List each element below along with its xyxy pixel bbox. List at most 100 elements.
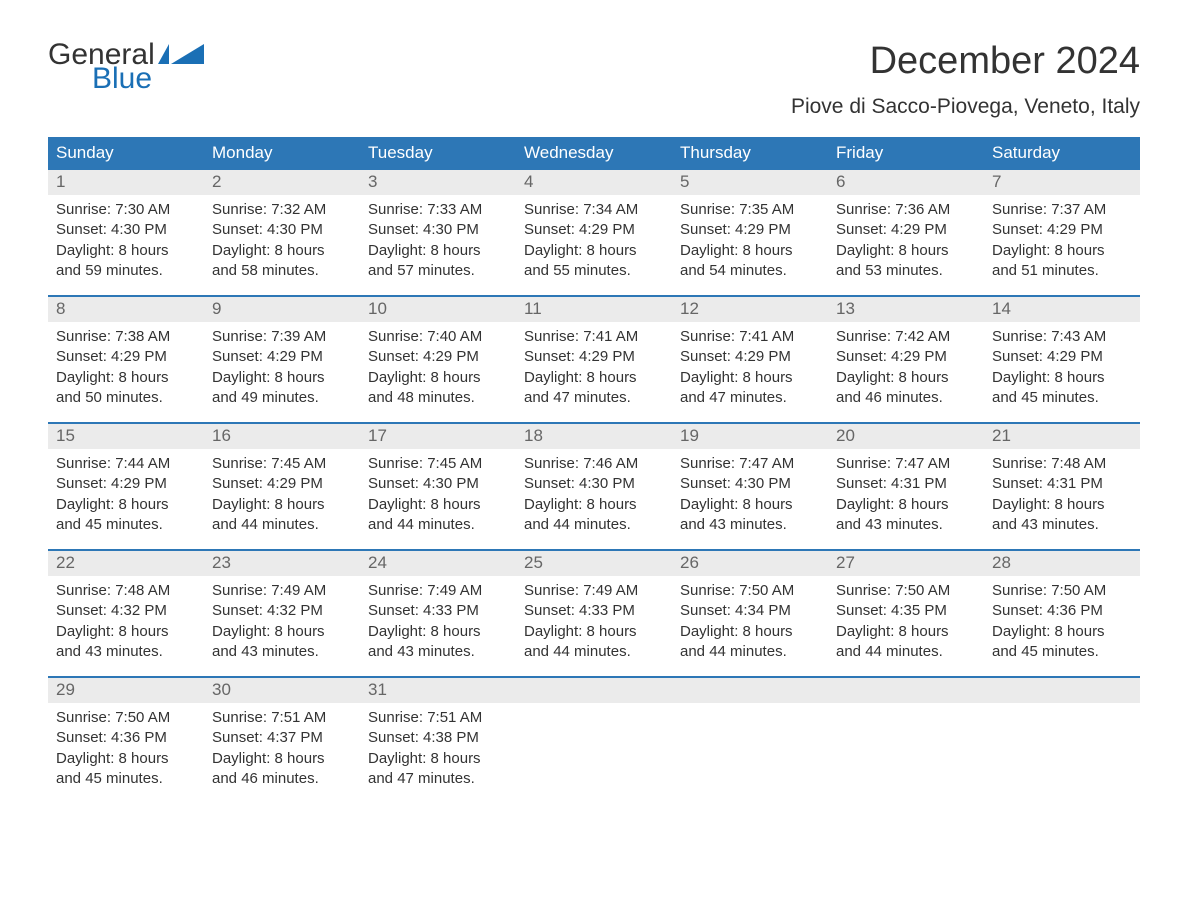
daylight-text-1: Daylight: 8 hours xyxy=(836,368,976,388)
day-cell: Sunrise: 7:49 AMSunset: 4:32 PMDaylight:… xyxy=(204,576,360,662)
sunrise-text: Sunrise: 7:50 AM xyxy=(836,581,976,601)
daylight-text-1: Daylight: 8 hours xyxy=(212,368,352,388)
day-number: 31 xyxy=(360,678,516,703)
sunset-text: Sunset: 4:38 PM xyxy=(368,728,508,748)
day-number: 19 xyxy=(672,424,828,449)
day-number: 3 xyxy=(360,170,516,195)
daylight-text-1: Daylight: 8 hours xyxy=(836,495,976,515)
day-number: 1 xyxy=(48,170,204,195)
day-header: Tuesday xyxy=(360,137,516,170)
day-cell: Sunrise: 7:49 AMSunset: 4:33 PMDaylight:… xyxy=(516,576,672,662)
sunset-text: Sunset: 4:30 PM xyxy=(368,474,508,494)
daylight-text-2: and 57 minutes. xyxy=(368,261,508,281)
day-cell xyxy=(516,703,672,789)
daylight-text-1: Daylight: 8 hours xyxy=(680,368,820,388)
daylight-text-2: and 43 minutes. xyxy=(992,515,1132,535)
day-cell: Sunrise: 7:50 AMSunset: 4:36 PMDaylight:… xyxy=(984,576,1140,662)
daylight-text-1: Daylight: 8 hours xyxy=(524,241,664,261)
daylight-text-1: Daylight: 8 hours xyxy=(368,622,508,642)
day-number xyxy=(672,678,828,703)
sunset-text: Sunset: 4:29 PM xyxy=(992,220,1132,240)
sunrise-text: Sunrise: 7:35 AM xyxy=(680,200,820,220)
sunset-text: Sunset: 4:30 PM xyxy=(368,220,508,240)
sunrise-text: Sunrise: 7:51 AM xyxy=(368,708,508,728)
sunset-text: Sunset: 4:29 PM xyxy=(212,474,352,494)
daylight-text-1: Daylight: 8 hours xyxy=(992,241,1132,261)
daylight-text-2: and 48 minutes. xyxy=(368,388,508,408)
sunset-text: Sunset: 4:37 PM xyxy=(212,728,352,748)
sunrise-text: Sunrise: 7:33 AM xyxy=(368,200,508,220)
sunset-text: Sunset: 4:34 PM xyxy=(680,601,820,621)
daylight-text-1: Daylight: 8 hours xyxy=(56,622,196,642)
daylight-text-2: and 44 minutes. xyxy=(836,642,976,662)
sunset-text: Sunset: 4:29 PM xyxy=(524,347,664,367)
calendar-week: 891011121314 Sunrise: 7:38 AM Sunset: 4:29… xyxy=(48,295,1140,408)
day-number: 25 xyxy=(516,551,672,576)
sunrise-text: Sunrise: 7:49 AM xyxy=(212,581,352,601)
sunrise-text: Sunrise: 7:43 AM xyxy=(992,327,1132,347)
day-cell: Sunrise: 7:43 AMSunset: 4:29 PMDaylight:… xyxy=(984,322,1140,408)
location-subtitle: Piove di Sacco-Piovega, Veneto, Italy xyxy=(791,95,1140,119)
day-number-row: 1234567 xyxy=(48,170,1140,195)
day-cell: Sunrise: 7:42 AMSunset: 4:29 PMDaylight:… xyxy=(828,322,984,408)
sunrise-text: Sunrise: 7:47 AM xyxy=(836,454,976,474)
sunset-text: Sunset: 4:30 PM xyxy=(56,220,196,240)
sunset-text: Sunset: 4:29 PM xyxy=(56,474,196,494)
day-cell xyxy=(828,703,984,789)
day-cell: Sunrise: 7:37 AMSunset: 4:29 PMDaylight:… xyxy=(984,195,1140,281)
daylight-text-2: and 46 minutes. xyxy=(836,388,976,408)
sunset-text: Sunset: 4:31 PM xyxy=(836,474,976,494)
sunrise-text: Sunrise: 7:40 AM xyxy=(368,327,508,347)
day-cell: Sunrise: 7:51 AMSunset: 4:37 PMDaylight:… xyxy=(204,703,360,789)
day-cell: Sunrise: 7:34 AMSunset: 4:29 PMDaylight:… xyxy=(516,195,672,281)
day-number: 7 xyxy=(984,170,1140,195)
daylight-text-2: and 53 minutes. xyxy=(836,261,976,281)
sunrise-text: Sunrise: 7:41 AM xyxy=(524,327,664,347)
day-number-row: 22232425262728 xyxy=(48,551,1140,576)
sunrise-text: Sunrise: 7:42 AM xyxy=(836,327,976,347)
day-number: 30 xyxy=(204,678,360,703)
daylight-text-1: Daylight: 8 hours xyxy=(680,622,820,642)
day-number-row: 15161718192021 xyxy=(48,424,1140,449)
daylight-text-1: Daylight: 8 hours xyxy=(992,622,1132,642)
day-cell: Sunrise: 7:46 AMSunset: 4:30 PMDaylight:… xyxy=(516,449,672,535)
sunset-text: Sunset: 4:30 PM xyxy=(524,474,664,494)
daylight-text-2: and 43 minutes. xyxy=(836,515,976,535)
daylight-text-1: Daylight: 8 hours xyxy=(212,495,352,515)
daylight-text-2: and 44 minutes. xyxy=(524,642,664,662)
sunset-text: Sunset: 4:33 PM xyxy=(524,601,664,621)
daylight-text-2: and 44 minutes. xyxy=(680,642,820,662)
title-block: December 2024 Piove di Sacco-Piovega, Ve… xyxy=(791,40,1140,119)
day-number-row: 891011121314 xyxy=(48,297,1140,322)
day-header: Monday xyxy=(204,137,360,170)
sunrise-text: Sunrise: 7:46 AM xyxy=(524,454,664,474)
sunrise-text: Sunrise: 7:49 AM xyxy=(524,581,664,601)
sunset-text: Sunset: 4:29 PM xyxy=(992,347,1132,367)
day-cell: Sunrise: 7:47 AMSunset: 4:31 PMDaylight:… xyxy=(828,449,984,535)
daylight-text-2: and 44 minutes. xyxy=(524,515,664,535)
day-number: 10 xyxy=(360,297,516,322)
day-number: 23 xyxy=(204,551,360,576)
day-header: Saturday xyxy=(984,137,1140,170)
day-cell: Sunrise: 7:45 AMSunset: 4:29 PMDaylight:… xyxy=(204,449,360,535)
day-number: 12 xyxy=(672,297,828,322)
sunrise-text: Sunrise: 7:37 AM xyxy=(992,200,1132,220)
daylight-text-2: and 59 minutes. xyxy=(56,261,196,281)
day-number: 4 xyxy=(516,170,672,195)
daylight-text-1: Daylight: 8 hours xyxy=(212,622,352,642)
sunset-text: Sunset: 4:32 PM xyxy=(56,601,196,621)
sunset-text: Sunset: 4:29 PM xyxy=(212,347,352,367)
sunrise-text: Sunrise: 7:45 AM xyxy=(212,454,352,474)
day-content-row: Sunrise: 7:48 AMSunset: 4:32 PMDaylight:… xyxy=(48,576,1140,662)
logo-text-blue: Blue xyxy=(92,64,204,94)
day-cell: Sunrise: 7:49 AMSunset: 4:33 PMDaylight:… xyxy=(360,576,516,662)
sunrise-text: Sunrise: 7:38 AM xyxy=(56,327,196,347)
day-number: 21 xyxy=(984,424,1140,449)
daylight-text-2: and 47 minutes. xyxy=(368,769,508,789)
day-cell: Sunrise: 7:39 AMSunset: 4:29 PMDaylight:… xyxy=(204,322,360,408)
daylight-text-1: Daylight: 8 hours xyxy=(992,495,1132,515)
sunrise-text: Sunrise: 7:51 AM xyxy=(212,708,352,728)
daylight-text-1: Daylight: 8 hours xyxy=(680,241,820,261)
day-content-row: Sunrise: 7:38 AMSunset: 4:29 PMDaylight:… xyxy=(48,322,1140,408)
day-cell xyxy=(672,703,828,789)
